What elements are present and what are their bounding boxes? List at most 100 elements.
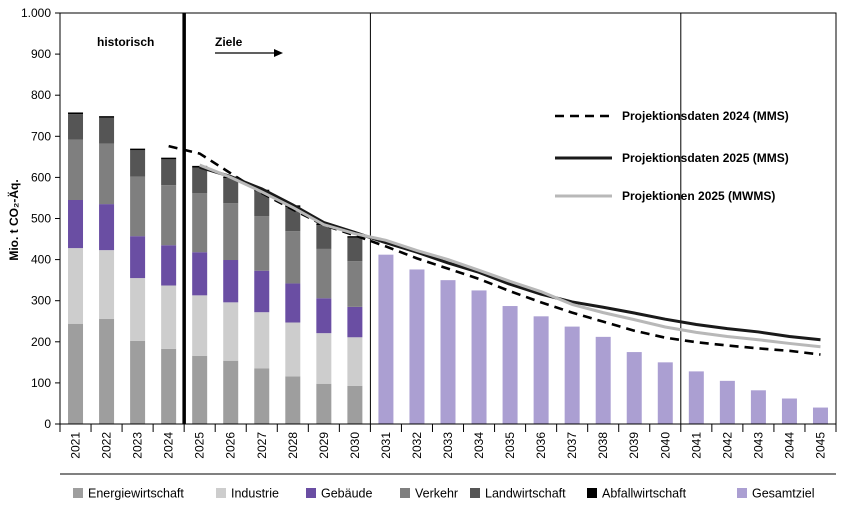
bar-verkehr-2022	[99, 143, 115, 205]
bar-gesamtziel-2045	[812, 407, 828, 424]
bar-gebäude-2027	[254, 270, 270, 313]
bar-gesamtziel-2043	[750, 390, 766, 424]
bar-abfallwirtschaft-2022	[99, 116, 115, 118]
legend-swatch-gebäude	[306, 488, 316, 498]
bar-gesamtziel-2035	[502, 306, 518, 424]
line-proj-2025-mwms	[199, 163, 821, 349]
bar-verkehr-2028	[285, 231, 301, 284]
line-proj-2025-mms	[199, 165, 821, 342]
bar-industrie-2024	[161, 285, 177, 349]
targets-label: Ziele	[215, 35, 243, 49]
x-tick-label: 2032	[410, 432, 424, 459]
bar-abfallwirtschaft-2030	[347, 236, 363, 238]
bar-industrie-2022	[99, 250, 115, 319]
y-tick-label: 500	[31, 212, 51, 226]
bar-gebäude-2023	[130, 236, 146, 279]
bar-gebäude-2021	[68, 200, 84, 249]
bar-verkehr-2023	[130, 176, 146, 237]
bar-verkehr-2030	[347, 261, 363, 307]
y-tick-label: 0	[44, 417, 51, 431]
bar-verkehr-2029	[316, 248, 332, 299]
bar-abfallwirtschaft-2024	[161, 157, 177, 160]
bar-gesamtziel-2032	[409, 269, 425, 424]
x-tick-label: 2029	[317, 432, 331, 459]
bar-landwirtschaft-2023	[130, 150, 146, 177]
x-tick-label: 2043	[751, 432, 765, 459]
bar-energiewirtschaft-2028	[285, 376, 301, 424]
bar-energiewirtschaft-2029	[316, 383, 332, 424]
x-tick-label: 2023	[131, 432, 145, 459]
bar-industrie-2027	[254, 312, 270, 369]
bar-verkehr-2026	[223, 203, 239, 261]
x-tick-label: 2031	[379, 432, 393, 459]
bar-landwirtschaft-2021	[68, 114, 84, 140]
annotations: historisch Ziele	[97, 35, 243, 49]
bar-gesamtziel-2039	[626, 352, 642, 424]
bar-gesamtziel-2040	[657, 362, 673, 424]
bar-landwirtschaft-2027	[254, 191, 270, 217]
bar-gebäude-2029	[316, 298, 332, 334]
bar-gebäude-2030	[347, 306, 363, 338]
bar-industrie-2029	[316, 333, 332, 384]
bar-gesamtziel-2031	[378, 254, 394, 424]
bar-industrie-2021	[68, 248, 84, 324]
x-tick-label: 2034	[472, 432, 486, 459]
separator-lines	[182, 13, 682, 424]
legend-swatch-gesamtziel	[737, 488, 747, 498]
x-tick-label: 2035	[503, 432, 517, 459]
bar-abfallwirtschaft-2025	[192, 165, 208, 168]
x-tick-label: 2026	[224, 432, 238, 459]
line-legend-label-2: Projektionen 2025 (MWMS)	[622, 189, 775, 203]
y-axis-label: Mio. t CO₂-Äq.	[6, 179, 21, 260]
x-tick-label: 2021	[69, 432, 83, 459]
bar-landwirtschaft-2022	[99, 117, 115, 144]
bar-gebäude-2026	[223, 260, 239, 303]
legend-label-abfallwirtschaft: Abfallwirtschaft	[602, 487, 687, 501]
bar-landwirtschaft-2029	[316, 225, 332, 249]
bar-gebäude-2024	[161, 245, 177, 286]
x-tick-label: 2039	[627, 432, 641, 459]
x-tick-label: 2045	[813, 432, 827, 459]
bar-verkehr-2024	[161, 185, 177, 246]
bar-verkehr-2027	[254, 216, 270, 271]
bar-abfallwirtschaft-2023	[130, 148, 146, 151]
legend-label-verkehr: Verkehr	[415, 487, 458, 501]
bar-landwirtschaft-2030	[347, 237, 363, 262]
bars	[68, 112, 828, 424]
bar-energiewirtschaft-2022	[99, 318, 115, 424]
bar-energiewirtschaft-2030	[347, 385, 363, 424]
bar-energiewirtschaft-2027	[254, 368, 270, 424]
x-tick-label: 2025	[193, 432, 207, 459]
bar-gesamtziel-2044	[781, 398, 797, 424]
bar-industrie-2025	[192, 295, 208, 356]
bar-gesamtziel-2038	[595, 336, 611, 424]
bar-landwirtschaft-2025	[192, 167, 208, 194]
legend-label-gebäude: Gebäude	[321, 487, 372, 501]
bar-gesamtziel-2037	[564, 326, 580, 424]
bar-gesamtziel-2041	[688, 371, 704, 424]
legend-swatch-verkehr	[400, 488, 410, 498]
bar-gesamtziel-2042	[719, 380, 735, 424]
y-tick-label: 200	[31, 335, 51, 349]
bar-gebäude-2025	[192, 252, 208, 296]
x-tick-label: 2038	[596, 432, 610, 459]
legend-swatch-industrie	[216, 488, 226, 498]
bar-energiewirtschaft-2025	[192, 355, 208, 424]
legend-swatch-abfallwirtschaft	[587, 488, 597, 498]
x-tick-label: 2040	[658, 432, 672, 459]
legend-label-landwirtschaft: Landwirtschaft	[485, 487, 566, 501]
bar-energiewirtschaft-2026	[223, 360, 239, 424]
line-legend-label-1: Projektionsdaten 2025 (MMS)	[622, 151, 789, 165]
x-tick-label: 2028	[286, 432, 300, 459]
x-tick-label: 2041	[689, 432, 703, 459]
bar-verkehr-2021	[68, 139, 84, 201]
bar-energiewirtschaft-2024	[161, 348, 177, 424]
y-tick-label: 700	[31, 129, 51, 143]
bar-landwirtschaft-2024	[161, 159, 177, 186]
bar-industrie-2028	[285, 322, 301, 377]
bar-gesamtziel-2033	[440, 280, 456, 424]
y-tick-label: 1.000	[21, 6, 51, 20]
x-tick-label: 2024	[162, 432, 176, 459]
